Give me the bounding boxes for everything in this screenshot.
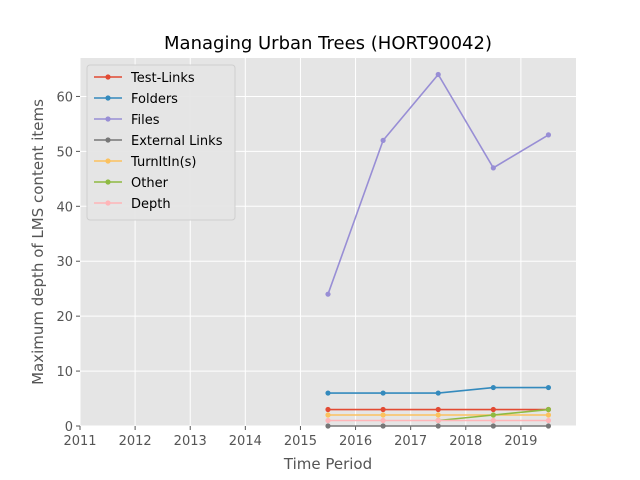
data-point	[490, 406, 496, 413]
y-axis: 0 10 20 30 40 50 60	[56, 90, 80, 435]
data-point	[380, 412, 386, 418]
series-depth	[325, 417, 552, 424]
x-axis-label: Time Period	[283, 455, 372, 473]
chart-title: Managing Urban Trees (HORT90042)	[164, 33, 492, 54]
data-point	[325, 417, 331, 424]
data-point	[545, 417, 552, 424]
x-tick-label: 2012	[119, 434, 152, 449]
series-external-links	[325, 423, 552, 429]
y-tick-label: 40	[56, 200, 73, 215]
legend-item: Test-Links	[94, 71, 195, 86]
legend-label: External Links	[131, 134, 223, 149]
series-files	[325, 71, 552, 297]
data-point	[435, 71, 441, 78]
y-tick-label: 50	[56, 145, 73, 160]
data-point	[380, 390, 386, 396]
data-point	[490, 412, 496, 418]
legend-marker	[105, 200, 111, 206]
legend-marker	[105, 116, 111, 122]
x-tick-label: 2014	[229, 434, 262, 449]
legend-item: Depth	[94, 197, 171, 212]
x-tick-label: 2019	[504, 434, 537, 449]
data-point	[325, 390, 331, 396]
data-point	[435, 423, 441, 429]
data-point	[435, 412, 441, 418]
data-point	[490, 417, 496, 424]
legend-marker	[105, 137, 111, 143]
legend-item: External Links	[94, 134, 223, 149]
data-point	[490, 165, 496, 171]
data-point	[545, 406, 552, 413]
series-test-links	[325, 406, 552, 413]
data-point	[490, 423, 496, 429]
data-point	[325, 412, 331, 418]
y-tick-label: 60	[56, 90, 73, 105]
x-tick-label: 2011	[63, 434, 96, 449]
data-point	[380, 417, 386, 424]
data-point	[325, 291, 331, 297]
series-layer	[325, 71, 552, 429]
y-tick-label: 30	[56, 255, 73, 270]
data-point	[435, 390, 441, 396]
legend-item: Files	[94, 113, 160, 128]
legend-marker	[105, 158, 111, 164]
legend-item: Other	[94, 176, 169, 191]
data-point	[545, 384, 552, 391]
data-point	[325, 406, 331, 413]
x-tick-label: 2015	[284, 434, 317, 449]
legend-box	[86, 64, 236, 221]
legend-label: Files	[131, 113, 160, 128]
x-axis: 2011 2012 2013 2014 2015 2016 2017 2018 2019	[63, 426, 537, 449]
x-tick-label: 2013	[174, 434, 207, 449]
data-point	[545, 132, 552, 138]
legend-item: TurnItIn(s)	[94, 155, 196, 170]
legend-label: Depth	[131, 197, 171, 212]
x-tick-label: 2016	[339, 434, 372, 449]
y-tick-label: 10	[56, 365, 73, 380]
data-point	[380, 137, 386, 143]
data-point	[490, 384, 496, 391]
legend-marker	[105, 74, 111, 80]
data-point	[545, 412, 552, 418]
data-point	[545, 423, 552, 429]
legend-marker	[105, 179, 111, 185]
data-point	[380, 423, 386, 429]
legend-label: TurnItIn(s)	[130, 155, 196, 170]
legend-item: Folders	[94, 92, 178, 107]
data-point	[380, 406, 386, 413]
x-tick-label: 2018	[449, 434, 482, 449]
x-tick-label: 2017	[394, 434, 427, 449]
y-axis-label: Maximum depth of LMS content items	[29, 99, 47, 385]
legend-label: Folders	[131, 92, 178, 107]
data-point	[435, 417, 441, 424]
legend-label: Test-Links	[130, 71, 195, 86]
y-tick-label: 20	[56, 310, 73, 325]
legend-marker	[105, 95, 111, 101]
series-folders	[325, 384, 552, 396]
data-point	[435, 406, 441, 413]
data-point	[325, 423, 331, 429]
y-tick-label: 0	[65, 420, 73, 435]
legend: Test-Links Folders Files External Links Turn…	[86, 64, 236, 221]
legend-label: Other	[131, 176, 169, 191]
